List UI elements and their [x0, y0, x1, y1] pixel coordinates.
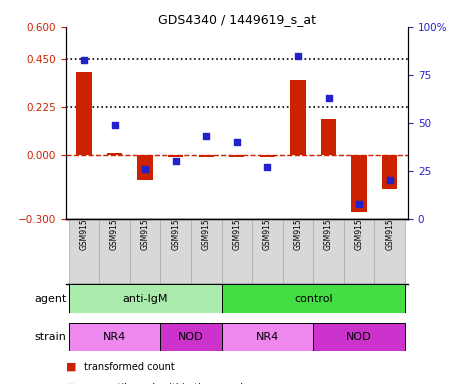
Text: NOD: NOD	[178, 332, 204, 342]
Text: GSM915684: GSM915684	[385, 204, 394, 250]
Bar	[160, 323, 221, 351]
Point	[111, 122, 118, 128]
Text: GSM915691: GSM915691	[110, 204, 119, 250]
Bar	[107, 153, 122, 155]
Text: GSM915689: GSM915689	[294, 204, 303, 250]
Point	[172, 158, 180, 164]
Bar	[290, 80, 306, 155]
Bar	[313, 219, 344, 284]
Bar	[99, 219, 130, 284]
Text: transformed count: transformed count	[84, 362, 175, 372]
Point	[294, 53, 302, 59]
Text: GSM915687: GSM915687	[232, 204, 242, 250]
Text: strain: strain	[34, 332, 66, 342]
Text: percentile rank within the sample: percentile rank within the sample	[84, 383, 250, 384]
Bar	[76, 72, 91, 155]
Text: anti-IgM: anti-IgM	[122, 293, 168, 304]
Point	[233, 139, 241, 145]
Bar	[221, 323, 313, 351]
Bar	[69, 219, 99, 284]
Bar	[283, 219, 313, 284]
Bar	[351, 155, 367, 212]
Bar	[221, 284, 405, 313]
Text: GSM915688: GSM915688	[263, 204, 272, 250]
Point	[386, 177, 393, 184]
Text: ■: ■	[66, 383, 76, 384]
Bar	[260, 155, 275, 157]
Point	[80, 56, 88, 63]
Text: NOD: NOD	[346, 332, 372, 342]
Bar	[191, 219, 221, 284]
Text: NR4: NR4	[103, 332, 126, 342]
Point	[264, 164, 271, 170]
Text: agent: agent	[34, 293, 66, 304]
Text: GSM915685: GSM915685	[171, 204, 180, 250]
Bar	[382, 155, 397, 189]
Point	[141, 166, 149, 172]
Point	[356, 200, 363, 207]
Bar	[252, 219, 283, 284]
Text: GSM915683: GSM915683	[355, 204, 363, 250]
Text: GSM915690: GSM915690	[80, 204, 89, 250]
Text: GSM915692: GSM915692	[141, 204, 150, 250]
Bar	[229, 155, 244, 157]
Text: ■: ■	[66, 362, 76, 372]
Bar	[344, 219, 374, 284]
Bar	[69, 284, 221, 313]
Text: GSM915682: GSM915682	[324, 204, 333, 250]
Bar	[321, 119, 336, 155]
Text: NR4: NR4	[256, 332, 279, 342]
Bar	[137, 155, 153, 180]
Bar	[199, 155, 214, 157]
Bar	[168, 155, 183, 157]
Bar	[221, 219, 252, 284]
Text: GSM915686: GSM915686	[202, 204, 211, 250]
Bar	[130, 219, 160, 284]
Text: control: control	[294, 293, 333, 304]
Point	[325, 95, 333, 101]
Bar	[313, 323, 405, 351]
Bar	[160, 219, 191, 284]
Point	[203, 133, 210, 139]
Bar	[374, 219, 405, 284]
Bar	[69, 323, 160, 351]
Title: GDS4340 / 1449619_s_at: GDS4340 / 1449619_s_at	[158, 13, 316, 26]
